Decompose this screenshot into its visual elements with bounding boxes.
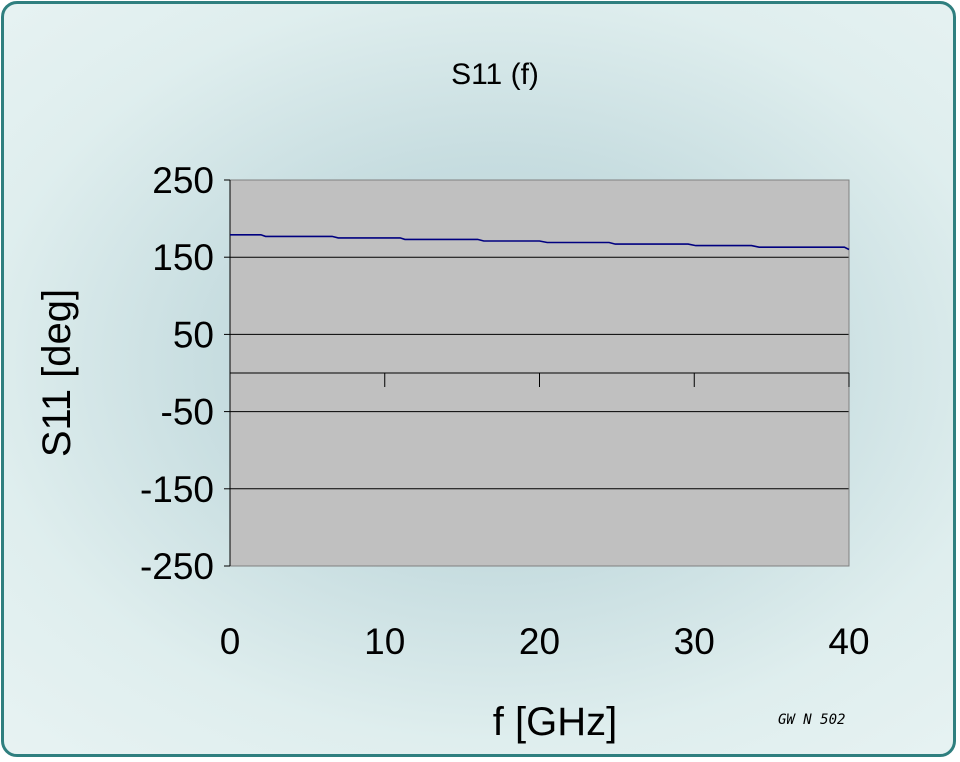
x-tick-label-10: 10 [364,621,405,662]
x-tick-label-30: 30 [674,621,715,662]
series-line-0 [230,234,850,251]
y-tick-label--250: -250 [140,546,214,587]
y-tick-label--150: -150 [140,469,214,510]
series-layer [230,234,850,251]
figure-mark: GW N 502 [778,712,845,728]
x-axis-label: f [GHz] [493,700,617,744]
y-tick-label-250: 250 [152,160,214,201]
x-tick-label-0: 0 [220,621,241,662]
x-tick-label-40: 40 [828,621,869,662]
y-tick-label-150: 150 [152,237,214,278]
axes [224,179,850,567]
gridlines [230,256,849,490]
x-tick-label-20: 20 [519,621,560,662]
y-tick-labels: 250 150 50 -50 -150 -250 [140,160,214,587]
x-tick-labels: 0 10 20 30 40 [220,621,870,662]
y-tick-label--50: -50 [161,392,214,433]
y-axis-label: S11 [deg] [35,289,79,457]
y-tick-label-50: 50 [173,314,214,355]
chart-title: S11 (f) [451,58,539,91]
